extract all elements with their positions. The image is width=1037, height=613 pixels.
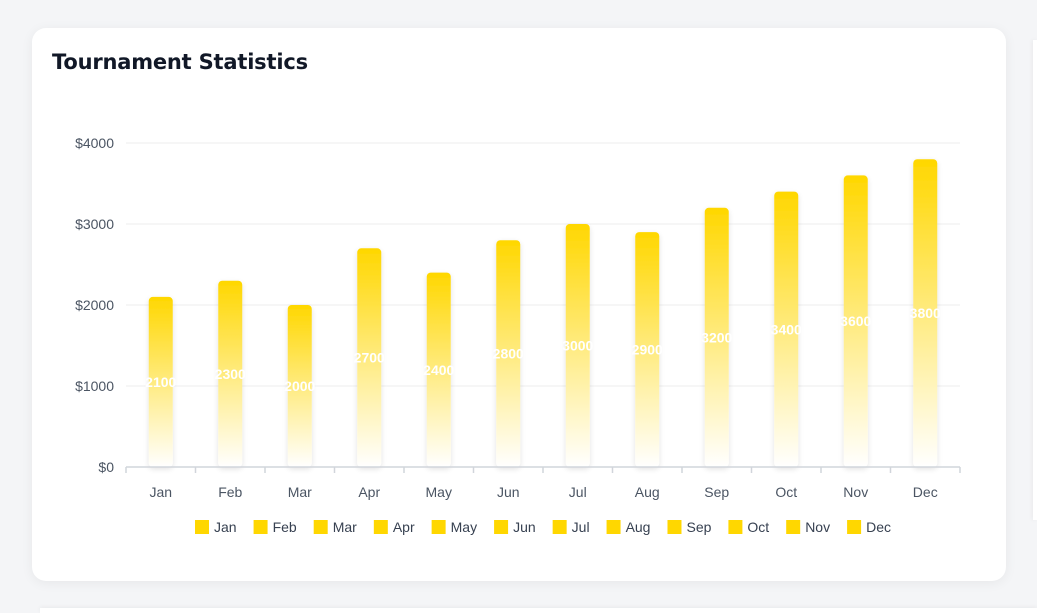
bar-nov[interactable] — [843, 175, 868, 467]
legend-swatch — [373, 520, 388, 534]
y-tick-label: $4000 — [75, 135, 114, 151]
legend-label: Jan — [214, 519, 237, 535]
legend-item-jan[interactable]: Jan — [195, 519, 237, 535]
x-tick-label: Mar — [288, 484, 312, 500]
bar-jul[interactable] — [565, 224, 590, 467]
x-tick-label: Apr — [358, 484, 380, 500]
data-label: 2700 — [354, 350, 385, 366]
legend-item-sep[interactable]: Sep — [667, 519, 712, 535]
x-tick-label: Jun — [497, 484, 520, 500]
legend-item-jun[interactable]: Jun — [494, 519, 536, 535]
bar-jun[interactable] — [496, 240, 521, 467]
legend-label: May — [451, 519, 477, 535]
legend-label: Nov — [805, 519, 830, 535]
legend-swatch — [847, 520, 862, 534]
data-label: 2800 — [493, 346, 524, 362]
legend-swatch — [431, 520, 446, 534]
data-label: 3400 — [771, 321, 802, 337]
x-tick-label: Dec — [913, 484, 938, 500]
data-label: 2300 — [215, 366, 246, 382]
legend-label: Oct — [747, 519, 769, 535]
legend-label: Jun — [513, 519, 536, 535]
bar-apr[interactable] — [357, 248, 382, 467]
data-label: 3200 — [701, 329, 732, 345]
legend[interactable]: Jan Feb Mar Apr May Jun Jul Aug Sep Oct Nov Dec — [195, 519, 891, 535]
legend-swatch — [786, 520, 801, 534]
legend-item-oct[interactable]: Oct — [728, 519, 769, 535]
x-tick-label: Sep — [704, 484, 729, 500]
axes: $0 $1000 $2000 $3000 $4000 Jan Feb Mar Apr May Jun… — [75, 135, 961, 500]
x-tick-label: Oct — [775, 484, 797, 500]
x-tick-label: Aug — [635, 484, 660, 500]
legend-item-may[interactable]: May — [431, 519, 477, 535]
bar-dec[interactable] — [913, 159, 938, 467]
legend-swatch — [313, 520, 328, 534]
x-tick-label: Nov — [843, 484, 868, 500]
x-tick-label: Feb — [218, 484, 242, 500]
bar-jan[interactable] — [148, 296, 173, 467]
adjacent-card-edge-bottom — [40, 608, 1037, 613]
x-tick-label: Jan — [149, 484, 172, 500]
legend-label: Aug — [626, 519, 651, 535]
legend-item-apr[interactable]: Apr — [373, 519, 415, 535]
legend-swatch — [552, 520, 567, 534]
legend-label: Jul — [572, 519, 590, 535]
bar-oct[interactable] — [774, 191, 799, 467]
legend-item-nov[interactable]: Nov — [786, 519, 830, 535]
y-tick-label: $1000 — [75, 378, 114, 394]
data-label: 3800 — [910, 305, 941, 321]
legend-swatch — [253, 520, 268, 534]
y-tick-label: $0 — [98, 459, 114, 475]
legend-swatch — [494, 520, 509, 534]
bar-may[interactable] — [426, 272, 451, 467]
legend-item-mar[interactable]: Mar — [313, 519, 357, 535]
grid-lines — [126, 142, 960, 387]
bar-feb[interactable] — [218, 280, 243, 467]
data-label: 2100 — [145, 374, 176, 390]
bar-mar[interactable] — [287, 305, 312, 467]
adjacent-card-edge — [1033, 40, 1037, 520]
legend-label: Dec — [866, 519, 891, 535]
legend-item-feb[interactable]: Feb — [253, 519, 297, 535]
data-label: 2900 — [632, 342, 663, 358]
bar-aug[interactable] — [635, 232, 660, 467]
legend-label: Mar — [333, 519, 357, 535]
legend-swatch — [667, 520, 682, 534]
data-label: 2400 — [423, 362, 454, 378]
bar-sep[interactable] — [704, 207, 729, 468]
legend-label: Feb — [273, 519, 297, 535]
legend-item-jul[interactable]: Jul — [552, 519, 590, 535]
x-tick-label: Jul — [569, 484, 587, 500]
legend-swatch — [606, 520, 621, 534]
data-label: 2000 — [284, 378, 315, 394]
data-label: 3000 — [562, 338, 593, 354]
x-tick-label: May — [426, 484, 452, 500]
bars: 2100 2300 2000 2700 2400 2800 3000 2900 3200 3400… — [145, 159, 941, 468]
y-tick-label: $3000 — [75, 216, 114, 232]
y-tick-label: $2000 — [75, 297, 114, 313]
legend-swatch — [195, 520, 209, 534]
legend-item-aug[interactable]: Aug — [606, 519, 651, 535]
chart-title: Tournament Statistics — [52, 50, 308, 74]
legend-label: Sep — [686, 519, 711, 535]
legend-item-dec[interactable]: Dec — [847, 519, 891, 535]
legend-swatch — [728, 520, 743, 534]
legend-label: Apr — [393, 519, 415, 535]
data-label: 3600 — [840, 313, 871, 329]
